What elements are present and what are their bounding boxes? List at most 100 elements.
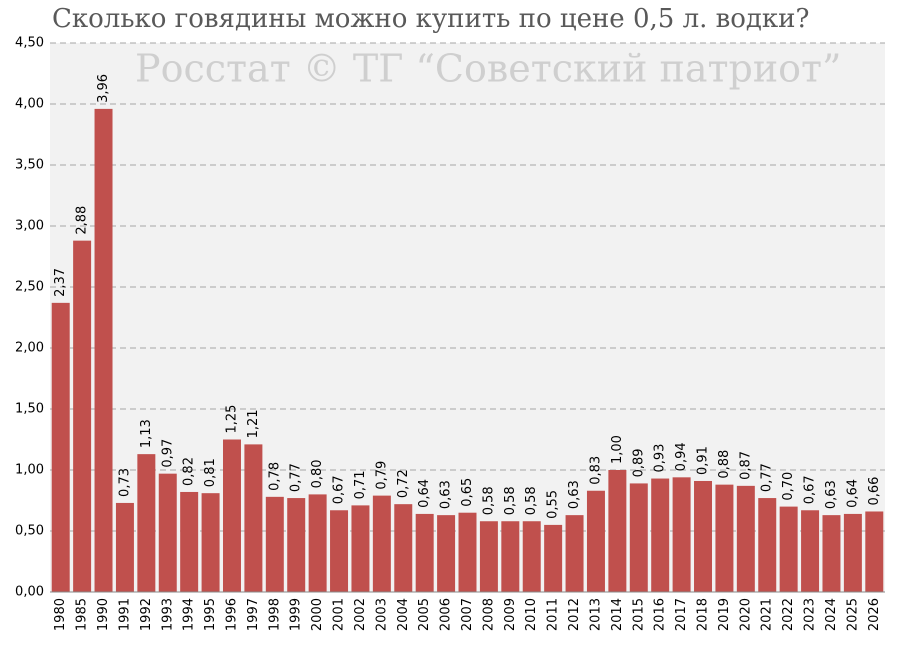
bar (73, 240, 92, 592)
x-tick-label: 2004 (396, 598, 411, 631)
bar (137, 454, 156, 592)
value-label: 0,55 (546, 490, 561, 519)
value-label: 0,63 (824, 480, 839, 509)
x-tick-label: 2000 (310, 598, 325, 631)
value-label: 0,97 (160, 439, 175, 468)
y-tick-label: 0,00 (15, 585, 44, 600)
x-tick-label: 2001 (332, 598, 347, 631)
x-tick-label: 2021 (760, 598, 775, 631)
x-tick-label: 1994 (182, 598, 197, 631)
bar (501, 521, 520, 592)
y-tick-label: 2,50 (15, 280, 44, 295)
value-label: 1,13 (139, 419, 154, 448)
bar (522, 521, 541, 592)
bar (586, 490, 605, 592)
y-tick-label: 0,50 (15, 524, 44, 539)
bar (222, 439, 241, 592)
x-tick-label: 1997 (246, 598, 261, 631)
bar (758, 498, 777, 592)
x-tick-label: 2022 (781, 598, 796, 631)
x-tick-label: 2026 (867, 598, 882, 631)
bar (865, 511, 884, 592)
x-tick-label: 1998 (267, 598, 282, 631)
value-label: 0,58 (524, 486, 539, 515)
bar (437, 515, 456, 592)
x-tick-label: 1991 (117, 598, 132, 631)
value-label: 0,67 (803, 475, 818, 504)
value-label: 0,88 (717, 450, 732, 479)
value-label: 1,25 (224, 405, 239, 434)
value-label: 0,65 (460, 478, 475, 507)
value-label: 0,73 (117, 468, 132, 497)
x-tick-label: 2016 (653, 598, 668, 631)
value-label: 0,93 (653, 444, 668, 473)
bar (180, 491, 199, 592)
bar (651, 478, 670, 592)
bar (158, 473, 177, 592)
y-tick-label: 4,00 (15, 97, 44, 112)
x-tick-label: 1980 (53, 598, 68, 631)
y-tick-label: 3,00 (15, 219, 44, 234)
bar (51, 302, 70, 592)
x-tick-label: 2002 (353, 598, 368, 631)
y-tick-label: 1,00 (15, 463, 44, 478)
bar (544, 524, 563, 592)
value-label: 0,89 (631, 448, 646, 477)
value-label: 0,82 (182, 457, 197, 486)
bar (629, 483, 648, 592)
value-label: 0,66 (867, 477, 882, 506)
x-tick-label: 1993 (160, 598, 175, 631)
x-tick-label: 2003 (374, 598, 389, 631)
x-tick-label: 1985 (75, 598, 90, 631)
value-label: 0,63 (567, 480, 582, 509)
bar (244, 444, 263, 592)
x-tick-label: 2023 (803, 598, 818, 631)
y-tick-label: 1,50 (15, 402, 44, 417)
value-label: 0,58 (503, 486, 518, 515)
value-label: 0,94 (674, 442, 689, 471)
bar (372, 495, 391, 592)
x-tick-label: 2012 (567, 598, 582, 631)
x-tick-label: 1999 (289, 598, 304, 631)
bar (351, 505, 370, 592)
value-label: 0,70 (781, 472, 796, 501)
value-label: 0,77 (760, 463, 775, 492)
x-tick-label: 1996 (224, 598, 239, 631)
x-tick-label: 2020 (738, 598, 753, 631)
value-label: 0,79 (374, 461, 389, 490)
x-tick-label: 2013 (588, 598, 603, 631)
value-label: 0,80 (310, 459, 325, 488)
x-tick-label: 2011 (546, 598, 561, 631)
value-label: 0,63 (439, 480, 454, 509)
value-label: 0,58 (481, 486, 496, 515)
bar (822, 515, 841, 592)
x-tick-label: 2008 (481, 598, 496, 631)
bar (94, 108, 113, 592)
x-tick-label: 2010 (524, 598, 539, 631)
value-label: 0,87 (738, 451, 753, 480)
bar (115, 502, 134, 592)
x-tick-label: 2014 (610, 598, 625, 631)
x-tick-label: 2005 (417, 598, 432, 631)
y-tick-label: 2,00 (15, 341, 44, 356)
value-label: 0,81 (203, 458, 218, 487)
x-tick-label: 2025 (845, 598, 860, 631)
value-label: 0,91 (696, 446, 711, 475)
x-tick-label: 2019 (717, 598, 732, 631)
value-label: 3,96 (96, 74, 111, 103)
y-tick-label: 3,50 (15, 158, 44, 173)
bar (779, 506, 798, 592)
value-label: 1,21 (246, 409, 261, 438)
bar (265, 496, 284, 592)
bar (715, 484, 734, 592)
x-tick-label: 2009 (503, 598, 518, 631)
value-label: 0,77 (289, 463, 304, 492)
x-tick-label: 2006 (439, 598, 454, 631)
watermark: Росстат © ТГ “Советский патриот” (135, 47, 842, 91)
x-tick-label: 2018 (696, 598, 711, 631)
value-label: 0,67 (332, 475, 347, 504)
value-label: 0,78 (267, 462, 282, 491)
bar (694, 480, 713, 592)
bar (801, 510, 820, 592)
